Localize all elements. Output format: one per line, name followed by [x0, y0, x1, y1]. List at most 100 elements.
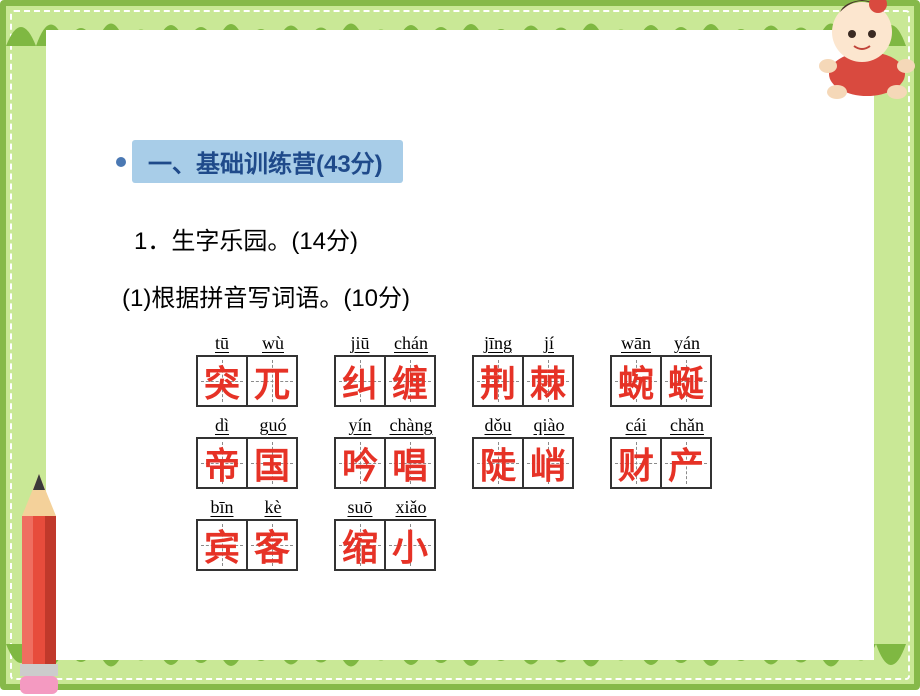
char-cell: wān蜿: [610, 333, 662, 407]
word-group: tū突wù兀: [196, 333, 298, 407]
char-cell: kè客: [248, 497, 298, 571]
char-cell: chǎn产: [662, 415, 712, 489]
word-row: dì帝guó国yín吟chàng唱dǒu陡qiào峭cái财chǎn产: [196, 415, 874, 489]
pinyin-label: wù: [262, 333, 284, 355]
header-bullet-icon: [116, 157, 126, 167]
tian-grid: 蜒: [660, 355, 712, 407]
answer-character: 缩: [342, 519, 378, 571]
word-row: tū突wù兀jiū纠chán缠jīng荆jí棘wān蜿yán蜒: [196, 333, 874, 407]
tian-grid: 唱: [384, 437, 436, 489]
answer-character: 棘: [530, 355, 566, 407]
char-cell: xiǎo小: [386, 497, 436, 571]
tian-grid: 荆: [472, 355, 524, 407]
answer-character: 纠: [342, 355, 378, 407]
char-cell: suō缩: [334, 497, 386, 571]
answer-character: 唱: [392, 437, 428, 489]
pinyin-label: guó: [260, 415, 287, 437]
char-cell: jīng荆: [472, 333, 524, 407]
answer-character: 产: [668, 437, 704, 489]
answer-character: 兀: [254, 355, 290, 407]
pinyin-label: kè: [265, 497, 282, 519]
tian-grid: 峭: [522, 437, 574, 489]
pinyin-label: tū: [215, 333, 229, 355]
answer-character: 宾: [204, 519, 240, 571]
tian-grid: 国: [246, 437, 298, 489]
pinyin-label: bīn: [210, 497, 233, 519]
header-title: 一、基础训练营(43分): [132, 140, 403, 183]
word-group: jiū纠chán缠: [334, 333, 436, 407]
word-group: yín吟chàng唱: [334, 415, 436, 489]
tian-grid: 吟: [334, 437, 386, 489]
answer-character: 小: [392, 519, 428, 571]
tian-grid: 财: [610, 437, 662, 489]
word-row: bīn宾kè客suō缩xiǎo小: [196, 497, 874, 571]
tian-grid: 产: [660, 437, 712, 489]
answer-character: 吟: [342, 437, 378, 489]
question-1-1-title: (1)根据拼音写词语。(10分): [122, 278, 874, 313]
answer-character: 国: [254, 437, 290, 489]
char-cell: dǒu陡: [472, 415, 524, 489]
pinyin-label: jí: [544, 333, 554, 355]
pinyin-label: jīng: [484, 333, 512, 355]
pinyin-label: yín: [348, 415, 371, 437]
char-cell: chàng唱: [386, 415, 436, 489]
pinyin-label: qiào: [534, 415, 565, 437]
answer-character: 蜿: [618, 355, 654, 407]
answer-character: 财: [618, 437, 654, 489]
pinyin-label: cái: [626, 415, 647, 437]
tian-grid: 突: [196, 355, 248, 407]
answer-character: 帝: [204, 437, 240, 489]
tian-grid: 蜿: [610, 355, 662, 407]
pencil-icon: [0, 466, 84, 696]
pinyin-label: wān: [621, 333, 651, 355]
answer-character: 突: [204, 355, 240, 407]
pinyin-label: chán: [394, 333, 428, 355]
char-cell: qiào峭: [524, 415, 574, 489]
char-cell: jí棘: [524, 333, 574, 407]
char-cell: yín吟: [334, 415, 386, 489]
word-group: dǒu陡qiào峭: [472, 415, 574, 489]
pinyin-label: jiū: [350, 333, 369, 355]
mascot-icon: [802, 0, 920, 104]
tian-grid: 缩: [334, 519, 386, 571]
answer-character: 蜒: [668, 355, 704, 407]
section-header: 一、基础训练营(43分): [116, 140, 874, 183]
answer-character: 缠: [392, 355, 428, 407]
question-1-title: 1．生字乐园。(14分): [134, 221, 874, 256]
tian-grid: 兀: [246, 355, 298, 407]
tian-grid: 宾: [196, 519, 248, 571]
pinyin-label: chàng: [390, 415, 433, 437]
char-cell: chán缠: [386, 333, 436, 407]
word-group: wān蜿yán蜒: [610, 333, 712, 407]
char-cell: bīn宾: [196, 497, 248, 571]
content-area: 一、基础训练营(43分) 1．生字乐园。(14分) (1)根据拼音写词语。(10…: [46, 30, 874, 660]
char-cell: cái财: [610, 415, 662, 489]
tian-grid: 客: [246, 519, 298, 571]
tian-grid: 陡: [472, 437, 524, 489]
char-cell: jiū纠: [334, 333, 386, 407]
page-background: 一、基础训练营(43分) 1．生字乐园。(14分) (1)根据拼音写词语。(10…: [0, 0, 920, 690]
tian-grid: 缠: [384, 355, 436, 407]
pinyin-label: dǒu: [485, 415, 512, 437]
tian-grid: 棘: [522, 355, 574, 407]
word-group: jīng荆jí棘: [472, 333, 574, 407]
char-cell: wù兀: [248, 333, 298, 407]
tian-grid: 小: [384, 519, 436, 571]
pinyin-label: suō: [347, 497, 372, 519]
tian-grid: 纠: [334, 355, 386, 407]
pinyin-label: dì: [215, 415, 229, 437]
answer-character: 峭: [530, 437, 566, 489]
word-group: suō缩xiǎo小: [334, 497, 436, 571]
answer-character: 客: [254, 519, 290, 571]
word-grid: tū突wù兀jiū纠chán缠jīng荆jí棘wān蜿yán蜒dì帝guó国yí…: [196, 333, 874, 571]
char-cell: tū突: [196, 333, 248, 407]
char-cell: yán蜒: [662, 333, 712, 407]
char-cell: guó国: [248, 415, 298, 489]
pinyin-label: yán: [674, 333, 700, 355]
char-cell: dì帝: [196, 415, 248, 489]
tian-grid: 帝: [196, 437, 248, 489]
word-group: dì帝guó国: [196, 415, 298, 489]
pinyin-label: chǎn: [670, 415, 704, 437]
answer-character: 陡: [480, 437, 516, 489]
answer-character: 荆: [480, 355, 516, 407]
